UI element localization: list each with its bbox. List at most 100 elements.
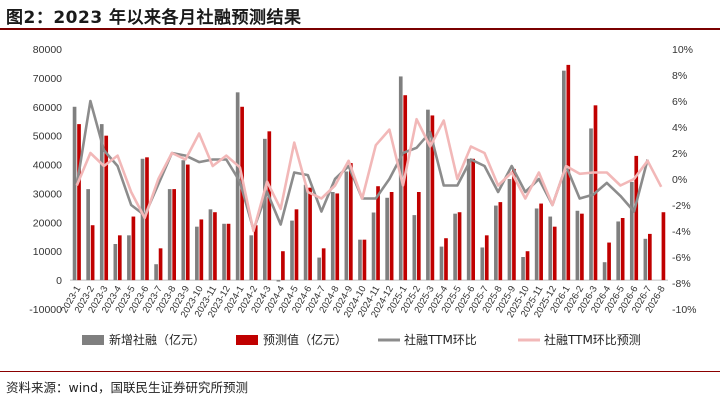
actual-bar (439, 246, 444, 281)
actual-bar (303, 184, 308, 281)
forecast-bar (185, 164, 190, 281)
source-note: 资料来源：wind，国联民生证券研究所预测 (6, 380, 249, 395)
forecast-bar (484, 235, 489, 281)
forecast-bar (253, 225, 258, 281)
y-tick-label: 40000 (33, 160, 62, 172)
actual-bar (507, 179, 512, 281)
forecast-bar (403, 95, 408, 281)
actual-bar (643, 238, 648, 281)
actual-bar (589, 128, 593, 281)
y-tick-label: 60000 (33, 102, 62, 114)
actual-bar (426, 109, 430, 281)
forecast-bar (335, 193, 340, 281)
actual-bar (521, 257, 525, 281)
y2-tick-label: -6% (672, 252, 691, 264)
forecast-bar (213, 212, 217, 281)
forecast-bar (430, 115, 435, 281)
y-tick-label: 50000 (33, 131, 62, 143)
actual-bar (616, 221, 621, 281)
forecast-bar (104, 135, 109, 281)
forecast-bar (376, 186, 380, 281)
forecast-bar (416, 192, 421, 281)
actual-bar (602, 262, 607, 281)
forecast-bar (131, 216, 136, 281)
forecast-bar (172, 189, 176, 281)
actual-bar (113, 244, 118, 281)
actual-bar (466, 158, 471, 281)
actual-bar (548, 216, 553, 281)
actual-bar (494, 205, 498, 281)
y2-tick-label: 2% (672, 148, 687, 160)
actual-bar (99, 124, 104, 281)
actual-bar (140, 158, 145, 281)
y-tick-label: 10000 (33, 246, 62, 258)
actual-bar (208, 209, 213, 281)
legend-forecast-swatch (236, 335, 258, 345)
actual-bar (575, 210, 580, 281)
actual-bar (629, 181, 634, 281)
forecast-bar (620, 218, 625, 281)
forecast-bar (525, 251, 530, 281)
forecast-bar (607, 242, 611, 281)
title-rule (0, 28, 720, 30)
actual-bar (181, 160, 186, 281)
forecast-bar (498, 202, 503, 281)
y2-tick-label: 10% (672, 44, 693, 56)
actual-bar (195, 226, 199, 281)
combo-chart: -10000 0 10000 20000 30000 40000 50000 60000 700… (29, 44, 696, 347)
forecast-bar (77, 124, 81, 281)
forecast-bar (552, 226, 557, 281)
legend-ttm-label: 社融TTM环比 (404, 332, 477, 347)
forecast-bar (117, 235, 122, 281)
legend-actual-label: 新增社融（亿元） (109, 332, 205, 347)
y2-tick-label: 8% (672, 70, 687, 82)
actual-bar (86, 189, 90, 281)
actual-bar (154, 264, 158, 281)
forecast-bar (199, 219, 204, 281)
legend-forecast-label: 预测值（亿元） (263, 332, 347, 347)
forecast-bar (444, 238, 448, 281)
forecast-bar (145, 157, 149, 281)
actual-bar (167, 189, 172, 281)
forecast-bar (308, 187, 312, 281)
forecast-bar (349, 163, 353, 281)
forecast-bar (90, 225, 95, 281)
actual-bar (290, 220, 294, 281)
forecast-bar (281, 251, 285, 281)
legend-ttm-forecast-label: 社融TTM环比预测 (544, 332, 641, 347)
forecast-bar (294, 209, 299, 281)
y2-tick-label: 6% (672, 96, 687, 108)
legend-actual-swatch (82, 335, 104, 345)
forecast-bar (362, 239, 367, 281)
actual-bar (534, 208, 539, 281)
y2-tick-label: 4% (672, 122, 687, 134)
forecast-bar (661, 212, 666, 281)
forecast-bar (389, 192, 394, 281)
forecast-bar (580, 213, 584, 281)
actual-bar (127, 235, 131, 281)
y-tick-label: 70000 (33, 73, 62, 85)
actual-bar (453, 213, 457, 281)
actual-bar (263, 138, 267, 281)
forecast-bar (471, 158, 475, 281)
footer-rule (0, 371, 720, 372)
forecast-bar (457, 212, 462, 281)
forecast-bar (226, 223, 231, 281)
forecast-bar (539, 203, 543, 281)
forecast-bar (648, 233, 652, 281)
actual-bar (249, 235, 254, 281)
ttm-forecast-line (75, 117, 663, 233)
actual-bar (358, 239, 362, 281)
y-tick-label: 0 (56, 275, 62, 287)
forecast-bar (158, 248, 163, 281)
forecast-bar (267, 131, 272, 281)
y-tick-label: 20000 (33, 217, 62, 229)
y-tick-label: -10000 (29, 304, 62, 316)
y-tick-label: 30000 (33, 188, 62, 200)
actual-bar (480, 247, 485, 281)
ttm-line (75, 99, 649, 231)
y2-tick-label: -8% (672, 278, 691, 290)
actual-bar (317, 257, 322, 281)
actual-bar (412, 215, 417, 281)
actual-bar (344, 171, 349, 281)
